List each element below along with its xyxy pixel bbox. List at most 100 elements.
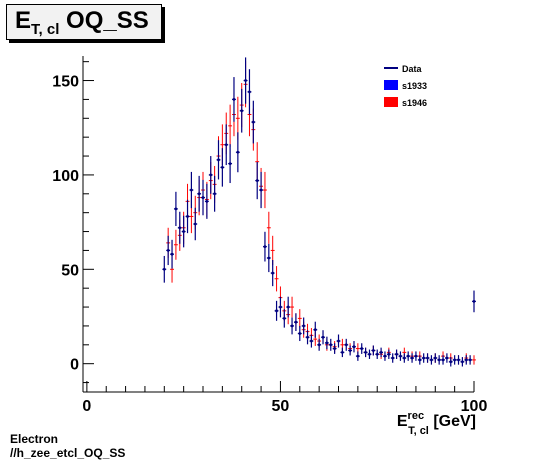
marker (205, 199, 209, 203)
marker (445, 356, 449, 360)
data-point (460, 357, 465, 367)
legend-entry: Data (384, 64, 423, 74)
data-point (220, 148, 225, 187)
data-point (355, 351, 360, 361)
marker (189, 188, 193, 192)
data-point (212, 175, 217, 212)
chart-title: ET, cl OQ_SS (15, 7, 149, 38)
data-point (429, 355, 434, 365)
marker (182, 230, 186, 233)
marker (228, 162, 232, 165)
mc-point (228, 104, 233, 148)
data-point (413, 351, 418, 361)
data-point (444, 353, 449, 363)
marker (267, 256, 271, 260)
mc-point (263, 171, 267, 209)
marker (468, 358, 472, 362)
marker (282, 316, 286, 320)
data-point (410, 353, 414, 363)
footer-histogram-path: //h_zee_etcl_OQ_SS (10, 446, 126, 460)
marker (368, 352, 371, 356)
data-point (348, 345, 353, 356)
marker (286, 305, 290, 309)
marker (464, 358, 468, 362)
marker (306, 335, 309, 339)
data-point (301, 317, 306, 335)
legend-swatch (384, 97, 398, 107)
marker (329, 343, 333, 347)
data-point (286, 296, 291, 318)
title-rest: OQ_SS (59, 7, 149, 34)
marker (321, 335, 325, 339)
marker (430, 358, 433, 362)
data-point (437, 355, 442, 365)
data-point (472, 290, 476, 313)
marker (166, 249, 170, 252)
axis-tick-labels: 0 50 100 0 50 100 150 (52, 74, 487, 415)
marker (402, 356, 406, 360)
data-point (383, 351, 387, 361)
data-point (328, 338, 333, 351)
marker (395, 352, 398, 356)
data-point (251, 100, 256, 144)
marker (406, 354, 410, 358)
marker (232, 98, 236, 101)
data-point (166, 235, 171, 266)
data-point (185, 199, 190, 234)
data-point (398, 351, 403, 361)
data-point (297, 325, 302, 342)
x-tick-label: 100 (461, 398, 488, 415)
marker (251, 120, 255, 124)
data-point (208, 156, 213, 194)
marker (317, 343, 321, 347)
marker (340, 350, 344, 354)
data-point (266, 243, 271, 273)
data-point (390, 353, 395, 363)
data-point (386, 349, 391, 359)
data-marks (162, 57, 476, 367)
marker (371, 349, 375, 352)
data-point (340, 347, 345, 358)
data-point (270, 260, 275, 287)
data-point (170, 239, 174, 269)
marker (352, 345, 356, 349)
marker (244, 79, 247, 82)
marker (333, 347, 337, 350)
marker (457, 358, 460, 362)
data-point (293, 313, 298, 332)
mc-point (266, 211, 271, 244)
data-point (162, 255, 167, 283)
marker (240, 109, 244, 113)
data-point (216, 140, 221, 180)
marker (460, 360, 464, 364)
data-point (290, 317, 294, 335)
data-point (321, 330, 325, 345)
marker (178, 226, 182, 230)
data-point (433, 353, 438, 363)
data-point (235, 132, 240, 173)
title-box: ET, cl OQ_SS (6, 4, 162, 40)
data-point (193, 207, 198, 241)
data-point (421, 353, 426, 363)
y-tick-label: 100 (52, 168, 79, 185)
data-point (204, 183, 209, 219)
y-tick-label: 150 (52, 74, 79, 91)
marker (379, 350, 383, 354)
marker (209, 173, 213, 177)
data-point (344, 338, 349, 351)
title-subscript: T, cl (31, 21, 60, 38)
data-point (448, 357, 453, 367)
data-point (336, 334, 341, 348)
data-point (197, 175, 202, 212)
marker (375, 352, 379, 356)
data-point (363, 347, 368, 358)
marker (259, 188, 263, 192)
y-tick-label: 0 (70, 357, 79, 374)
data-point (425, 353, 430, 363)
marker (255, 179, 259, 182)
marker (201, 196, 205, 199)
legend-swatch (384, 80, 398, 90)
marker (170, 252, 174, 256)
data-point (417, 355, 422, 365)
marker (197, 192, 201, 196)
